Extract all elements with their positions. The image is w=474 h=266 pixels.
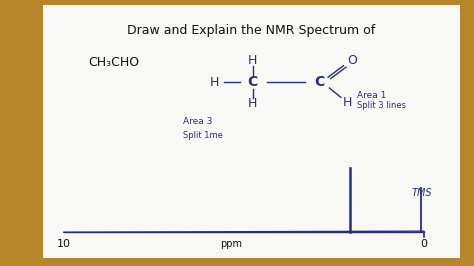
Text: Area 1: Area 1 xyxy=(357,91,387,100)
Text: O: O xyxy=(347,54,357,67)
Text: Split 1me: Split 1me xyxy=(183,131,223,140)
Text: C: C xyxy=(314,75,324,89)
Text: H: H xyxy=(210,76,219,89)
Text: H: H xyxy=(343,96,352,109)
Text: H: H xyxy=(248,54,257,67)
Text: ppm: ppm xyxy=(220,239,243,249)
Text: 10: 10 xyxy=(57,239,71,249)
Text: C: C xyxy=(247,75,258,89)
Text: Split 3 lines: Split 3 lines xyxy=(357,101,407,110)
Text: H: H xyxy=(248,97,257,110)
Text: Area 3: Area 3 xyxy=(183,117,213,126)
Text: 0: 0 xyxy=(420,239,427,249)
Text: CH₃CHO: CH₃CHO xyxy=(88,56,139,69)
Text: TMS: TMS xyxy=(411,188,432,198)
Text: Draw and Explain the NMR Spectrum of: Draw and Explain the NMR Spectrum of xyxy=(127,24,375,37)
